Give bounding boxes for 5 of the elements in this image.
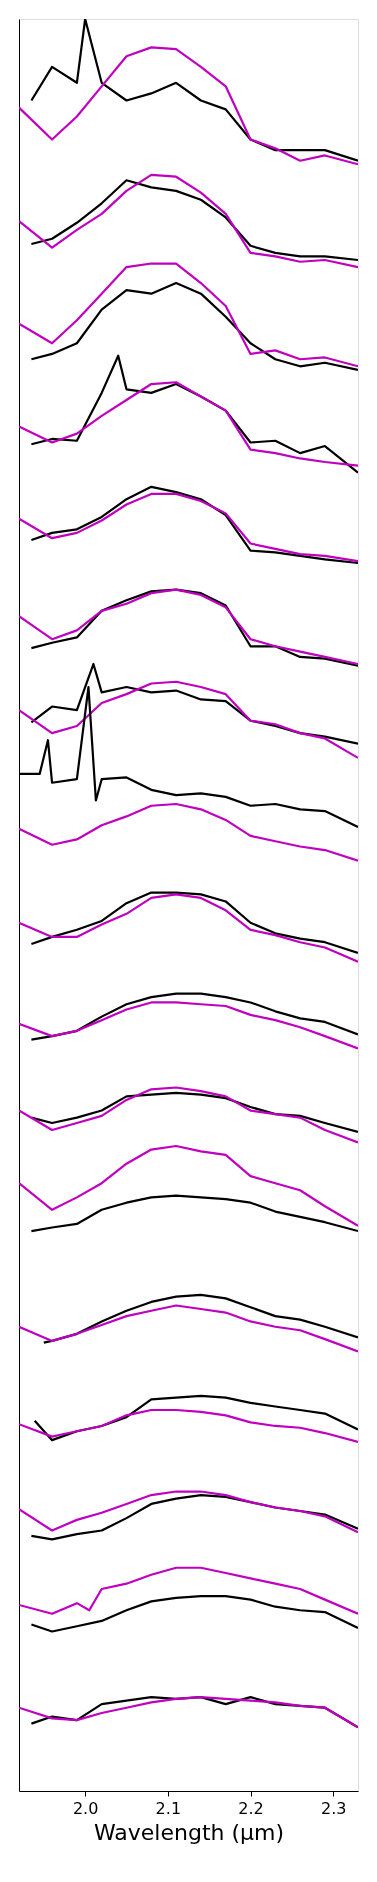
x-tick-label: 2.1 (155, 1798, 182, 1818)
x-tick-label: 2.3 (320, 1798, 347, 1818)
x-tick-label: 2.0 (72, 1798, 99, 1818)
x-axis-title: Wavelength (μm) (93, 1819, 285, 1845)
x-tick-label: 2.2 (238, 1798, 264, 1818)
